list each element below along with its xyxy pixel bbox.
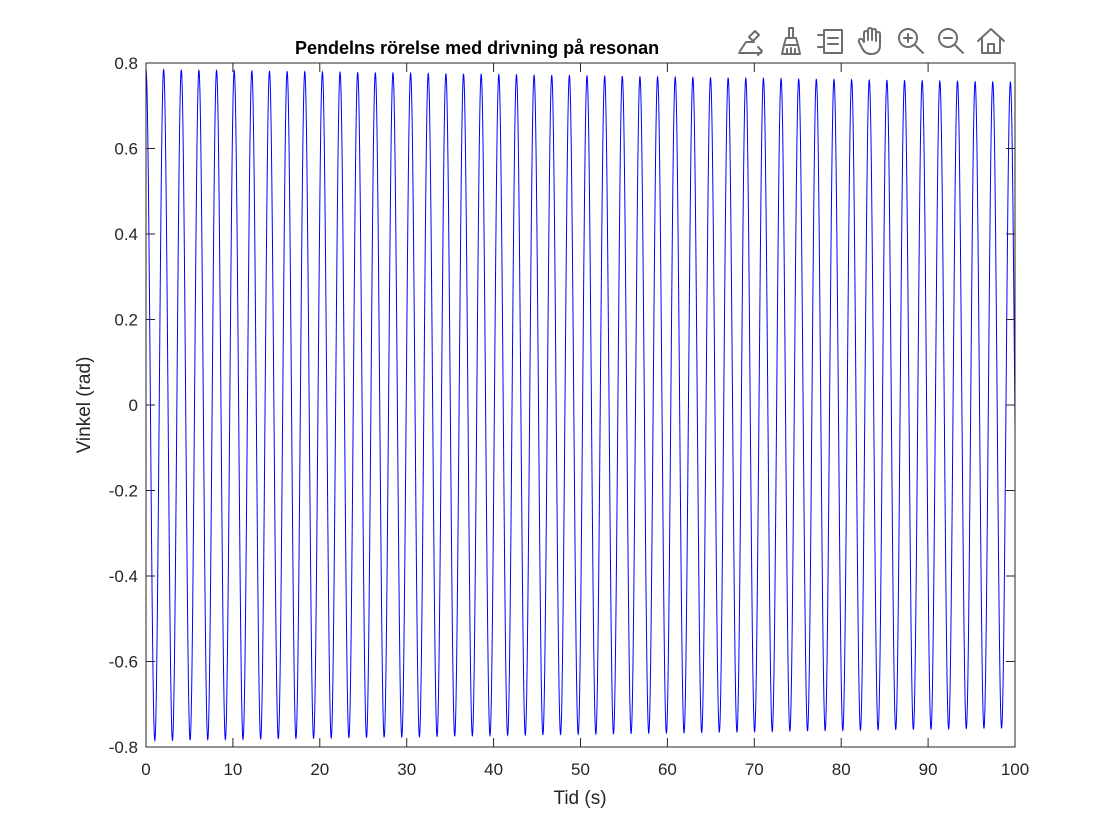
x-tick-label: 60 <box>658 760 677 779</box>
y-tick-label: -0.4 <box>109 567 138 586</box>
home-icon <box>977 28 1005 54</box>
x-axis-ticks: 0 10 20 30 40 50 60 70 80 90 100 <box>141 63 1029 779</box>
x-tick-label: 70 <box>745 760 764 779</box>
y-axis-ticks: -0.8 -0.6 -0.4 -0.2 0 0.2 0.4 0.6 0.8 <box>109 54 1015 757</box>
y-tick-label: 0.4 <box>114 225 138 244</box>
y-tick-label: 0.6 <box>114 140 138 159</box>
datatip-button[interactable] <box>813 21 849 61</box>
x-tick-label: 20 <box>310 760 329 779</box>
y-tick-label: 0 <box>129 396 138 415</box>
x-tick-label: 90 <box>919 760 938 779</box>
chart-title: Pendelns rörelse med drivning på resonan <box>295 38 659 58</box>
export-icon <box>738 30 763 56</box>
y-tick-label: 0.8 <box>114 54 138 73</box>
series-line <box>145 68 1016 742</box>
zoom-out-icon <box>938 28 964 54</box>
y-tick-label: -0.6 <box>109 653 138 672</box>
x-tick-label: 30 <box>397 760 416 779</box>
x-tick-label: 40 <box>484 760 503 779</box>
brush-icon <box>781 27 801 55</box>
x-tick-label: 50 <box>571 760 590 779</box>
brush-button[interactable] <box>773 21 809 61</box>
export-button[interactable] <box>733 21 769 61</box>
home-button[interactable] <box>973 21 1009 61</box>
zoom-out-button[interactable] <box>933 21 969 61</box>
x-tick-label: 100 <box>1001 760 1029 779</box>
y-tick-label: -0.2 <box>109 482 138 501</box>
axes-toolbar <box>733 20 1009 62</box>
y-axis-label: Vinkel (rad) <box>74 357 95 454</box>
plot-area <box>145 68 1016 742</box>
zoom-in-button[interactable] <box>893 21 929 61</box>
x-tick-label: 0 <box>141 760 150 779</box>
pan-icon <box>857 27 881 55</box>
pan-button[interactable] <box>853 21 889 61</box>
y-tick-label: -0.8 <box>109 738 138 757</box>
datatip-icon <box>817 29 843 54</box>
x-tick-label: 80 <box>832 760 851 779</box>
zoom-in-icon <box>898 28 924 54</box>
x-axis-label: Tid (s) <box>553 788 606 809</box>
x-tick-label: 10 <box>223 760 242 779</box>
y-tick-label: 0.2 <box>114 311 138 330</box>
